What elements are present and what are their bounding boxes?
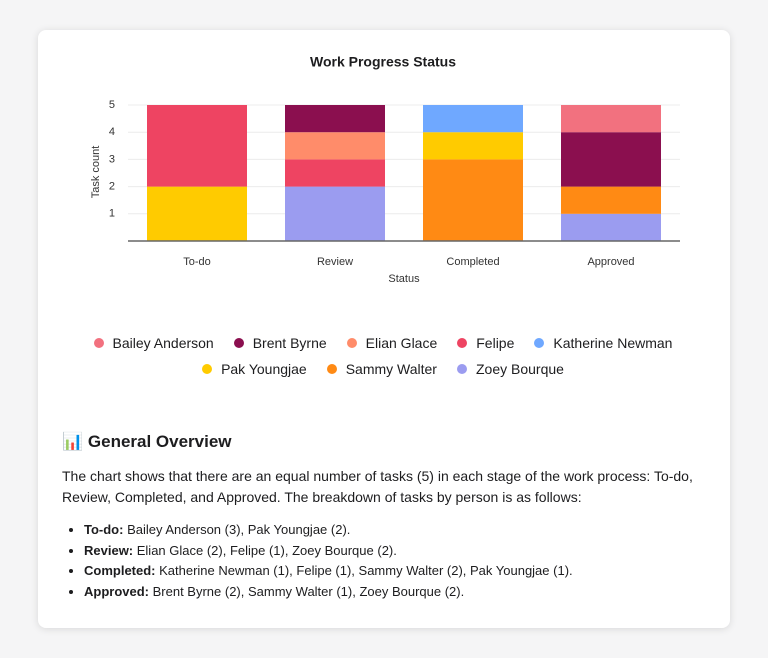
y-tick-label: 5 — [109, 99, 115, 111]
bar-segment — [285, 186, 385, 241]
legend-label: Katherine Newman — [553, 335, 673, 351]
overview-item: Approved: Brent Byrne (2), Sammy Walter … — [84, 582, 573, 603]
item-label: To-do: — [84, 522, 124, 537]
y-tick-label: 2 — [109, 181, 115, 193]
bar-segment — [561, 213, 661, 241]
legend-label: Elian Glace — [365, 335, 438, 351]
legend-item: Elian Glace — [346, 334, 438, 352]
legend-swatch — [202, 364, 213, 374]
legend-swatch — [456, 364, 467, 374]
x-tick-label: Approved — [587, 256, 634, 268]
legend-label: Felipe — [476, 335, 515, 351]
bar-segment — [285, 159, 385, 187]
legend-swatch — [233, 338, 244, 348]
bar-segment — [423, 159, 523, 241]
overview-item: Review: Elian Glace (2), Felipe (1), Zoe… — [84, 541, 573, 562]
legend-swatch — [346, 338, 357, 348]
y-axis-label: Task count — [90, 146, 102, 199]
item-label: Completed: — [84, 563, 156, 579]
item-text: Brent Byrne (2), Sammy Walter (1), Zoey … — [149, 584, 465, 600]
legend-item: Sammy Walter — [326, 360, 437, 378]
legend-label: Zoey Bourque — [475, 361, 564, 377]
legend-item: Zoey Bourque — [456, 360, 564, 378]
legend-item: Felipe — [457, 334, 514, 352]
x-axis-label: Status — [388, 273, 420, 285]
bar-segment — [147, 186, 247, 241]
bar-segment — [561, 105, 661, 133]
x-tick-label: Review — [317, 256, 353, 268]
chart-title: Work Progress Status — [310, 54, 456, 70]
item-text: Elian Glace (2), Felipe (1), Zoey Bourqu… — [133, 542, 397, 558]
overview-item: To-do: Bailey Anderson (3), Pak Youngjae… — [84, 520, 573, 541]
legend-item: Katherine Newman — [534, 334, 672, 352]
legend-swatch — [534, 338, 545, 348]
legend-item: Pak Youngjae — [202, 360, 307, 378]
legend-label: Brent Byrne — [252, 335, 327, 351]
item-label: Approved: — [84, 584, 149, 600]
bar-segment — [285, 132, 385, 160]
item-text: Katherine Newman (1), Felipe (1), Sammy … — [155, 563, 573, 579]
y-tick-label: 3 — [109, 153, 115, 165]
legend-label: Sammy Walter — [345, 361, 437, 377]
legend: Bailey Anderson Brent Byrne Elian Glace Fel… — [88, 334, 678, 378]
overview-paragraph: The chart shows that there are an equal … — [62, 468, 693, 505]
legend-label: Bailey Anderson — [112, 335, 214, 351]
overview-title: 📊 General Overview — [62, 432, 232, 451]
y-tick-label: 1 — [109, 208, 115, 220]
legend-swatch — [93, 338, 104, 348]
bar-segment — [147, 105, 247, 187]
item-label: Review: — [84, 542, 134, 558]
legend-swatch — [457, 338, 468, 348]
chart: Work Progress Status Status Task count 1… — [90, 54, 680, 285]
bar-segment — [423, 132, 523, 160]
bar-segment — [561, 132, 661, 187]
bar-segment — [423, 105, 523, 133]
legend-item: Brent Byrne — [233, 334, 327, 352]
bar-segment — [285, 105, 385, 133]
x-tick-label: Completed — [446, 256, 499, 268]
y-tick-label: 4 — [109, 126, 115, 138]
bar-segment — [561, 186, 661, 214]
legend-label: Pak Youngjae — [221, 361, 307, 377]
item-text: Bailey Anderson (3), Pak Youngjae (2). — [123, 522, 351, 537]
overview-list: To-do: Bailey Anderson (3), Pak Youngjae… — [62, 520, 573, 603]
legend-swatch — [326, 364, 337, 374]
x-tick-label: To-do — [183, 256, 211, 268]
legend-item: Bailey Anderson — [93, 334, 214, 352]
overview-item: Completed: Katherine Newman (1), Felipe … — [84, 561, 573, 582]
